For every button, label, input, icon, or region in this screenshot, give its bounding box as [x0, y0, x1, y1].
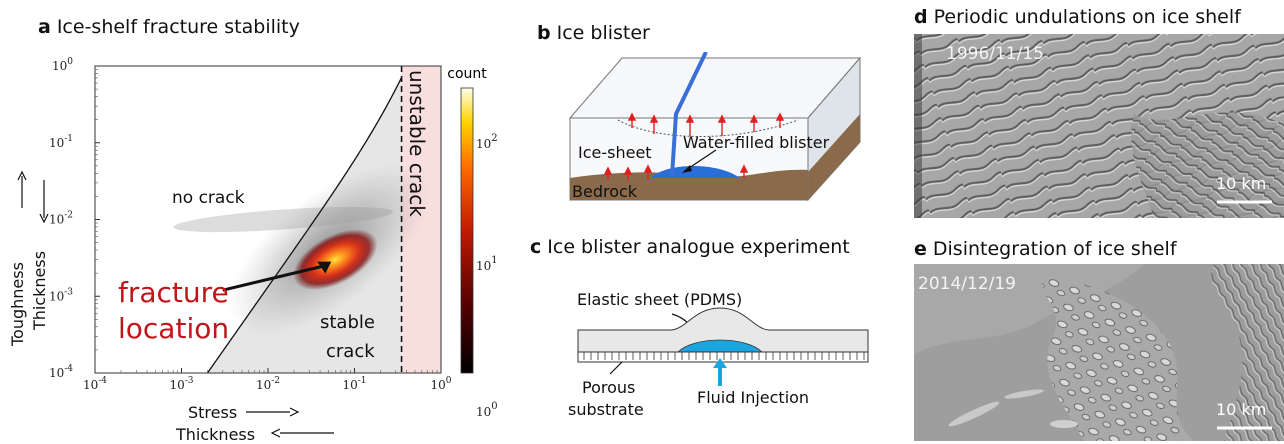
label-substrate: substrate — [568, 400, 644, 419]
colorbar-tick-10: 101 — [476, 255, 498, 273]
colorbar-tick-1: 100 — [476, 401, 498, 419]
ylabel-arrows — [17, 170, 49, 224]
x-tick-label: 10-4 — [83, 376, 107, 392]
annotation-fracture: fracture — [118, 276, 229, 309]
region-no-crack: no crack — [172, 188, 245, 208]
x-tick-label: 10-3 — [169, 376, 193, 392]
date-label-d: 1996/11/15 — [946, 44, 1044, 64]
xlabel-arrows — [246, 407, 334, 438]
colorbar — [460, 87, 474, 374]
panel-e-title: e Disintegration of ice shelf — [914, 238, 1177, 260]
annotation-arrow — [222, 264, 326, 292]
data-streak — [173, 206, 393, 233]
label-fluid-injection: Fluid Injection — [697, 388, 810, 407]
panel-d-title: d Periodic undulations on ice shelf — [914, 6, 1241, 28]
pressure-arrows — [603, 112, 785, 180]
xlabel-stress: Stress — [188, 403, 238, 422]
y-tick-label: 10-3 — [49, 287, 73, 303]
satellite-image-undulations: 1996/11/15 10 km — [914, 34, 1284, 218]
region-stable-line1: stable — [320, 312, 375, 333]
label-ice-sheet: Ice-sheet — [578, 143, 652, 162]
colorbar-title: count — [447, 66, 487, 82]
density-hotspot — [293, 229, 378, 290]
region-stable-line2: crack — [326, 341, 375, 362]
x-tick-label: 10-1 — [342, 376, 366, 392]
stability-boundary-curve — [206, 77, 402, 373]
region-unstable: unstable crack — [405, 70, 429, 217]
ylabel-thickness: Thickness — [30, 250, 49, 330]
ylabel-toughness: Toughness — [8, 262, 27, 346]
ice-blister-diagram — [568, 52, 862, 202]
x-tick-label: 100 — [430, 376, 451, 392]
scale-label-e: 10 km — [1216, 400, 1267, 419]
date-label-e: 2014/12/19 — [918, 274, 1016, 294]
xlabel-thickness: Thickness — [176, 425, 256, 444]
satellite-image-disintegration: 2014/12/19 10 km — [914, 264, 1284, 441]
scale-label-d: 10 km — [1216, 174, 1267, 193]
panel-b-title: b Ice blister — [537, 22, 650, 44]
label-elastic-sheet: Elastic sheet (PDMS) — [577, 290, 743, 309]
label-water-blister: Water-filled blister — [683, 133, 830, 152]
annotation-arrowhead — [317, 261, 332, 274]
annotation-location: location — [118, 312, 230, 345]
y-tick-label: 10-4 — [49, 364, 73, 380]
analogue-experiment-diagram — [577, 307, 869, 386]
y-tick-label: 10-1 — [49, 134, 73, 150]
panel-c-title: c Ice blister analogue experiment — [530, 236, 850, 258]
panel-a-title: a Ice-shelf fracture stability — [38, 16, 300, 38]
x-tick-label: 10-2 — [256, 376, 280, 392]
colorbar-tick-100: 102 — [476, 133, 498, 151]
y-tick-label: 100 — [52, 57, 73, 73]
label-bedrock: Bedrock — [572, 182, 638, 201]
label-porous: Porous — [582, 378, 636, 397]
